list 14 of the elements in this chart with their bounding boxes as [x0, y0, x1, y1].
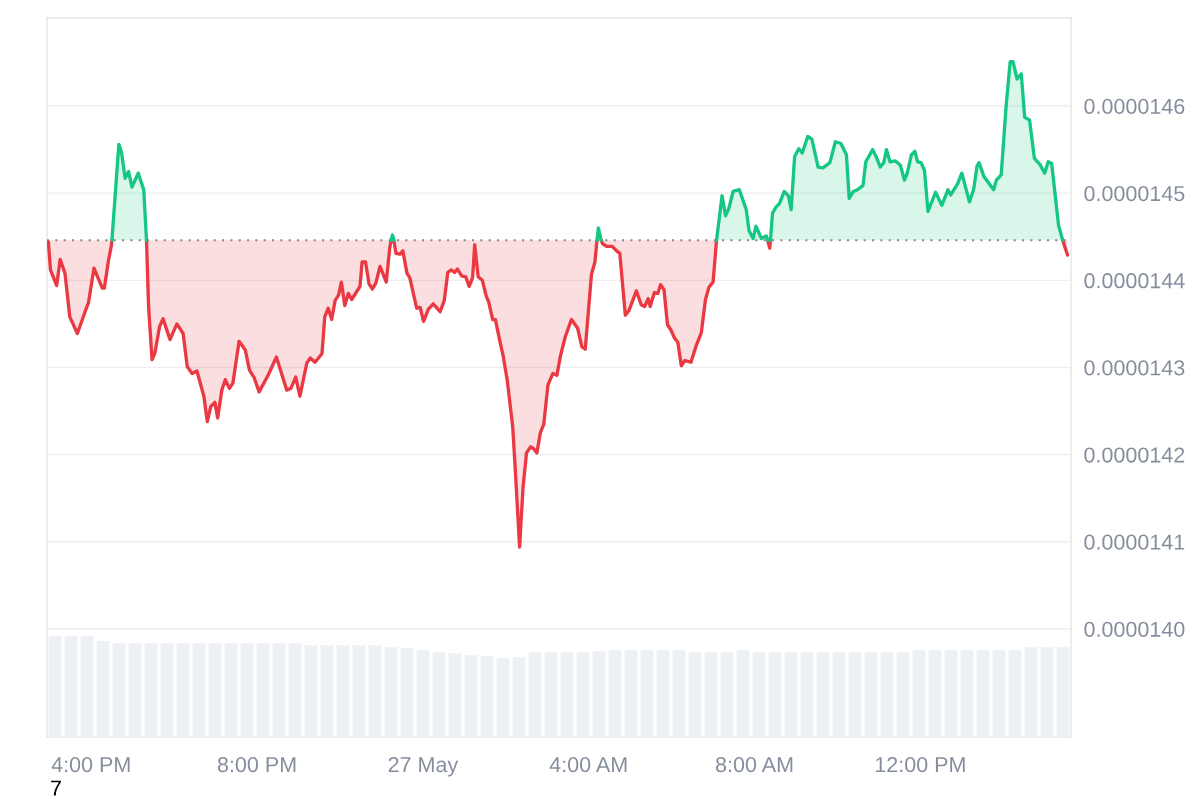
y-tick-label: 0.0000144: [1084, 273, 1185, 289]
y-tick-label: 0.0000141: [1084, 534, 1185, 550]
x-tick-label: 12:00 PM: [875, 757, 965, 773]
x-tick-label: 8:00 AM: [715, 757, 793, 773]
y-tick-label: 0.0000140: [1084, 621, 1185, 637]
x-tick-label: 27 May: [388, 757, 459, 777]
x-tick-label: 4:00 AM: [549, 757, 627, 773]
y-tick-label: 0.0000146: [1084, 98, 1185, 115]
x-tick-label: 8:00 PM: [217, 757, 296, 773]
text: 7: [51, 780, 61, 796]
y-tick-label: 0.0000145: [1084, 185, 1185, 202]
y-tick-label: 0.0000143: [1084, 360, 1185, 376]
y-tick-label: 0.0000142: [1084, 447, 1185, 463]
x-tick-label: 4:00 PM: [51, 757, 130, 773]
